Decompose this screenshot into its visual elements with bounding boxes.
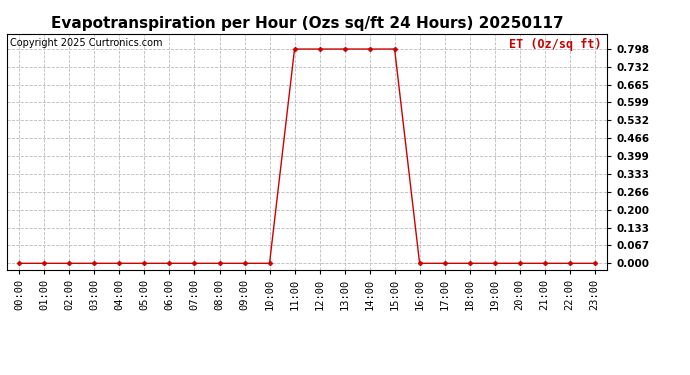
Text: ET (Oz/sq ft): ET (Oz/sq ft) <box>509 39 601 51</box>
Text: Copyright 2025 Curtronics.com: Copyright 2025 Curtronics.com <box>10 39 162 48</box>
Title: Evapotranspiration per Hour (Ozs sq/ft 24 Hours) 20250117: Evapotranspiration per Hour (Ozs sq/ft 2… <box>51 16 563 31</box>
